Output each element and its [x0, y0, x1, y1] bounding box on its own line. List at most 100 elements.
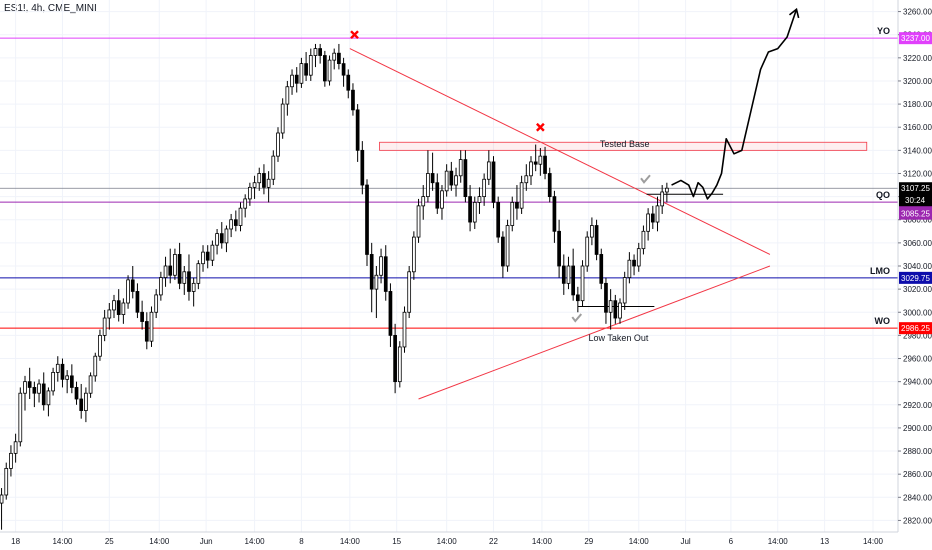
- candle: [313, 43, 318, 68]
- candle: [327, 55, 332, 86]
- candle: [280, 98, 285, 139]
- candle: [346, 69, 351, 99]
- candle: [65, 370, 70, 394]
- price-tag-lmo: 3029.75: [899, 271, 932, 284]
- candle-body: [23, 381, 27, 394]
- candle: [449, 161, 454, 191]
- candle-body: [575, 294, 580, 302]
- candle: [458, 150, 463, 183]
- candle: [196, 260, 201, 290]
- candle: [397, 341, 402, 388]
- candle-body: [51, 371, 55, 392]
- candle-body: [196, 263, 201, 284]
- candle: [276, 127, 280, 162]
- candle-body: [55, 363, 60, 373]
- candle: [524, 164, 529, 191]
- candle: [32, 381, 37, 408]
- candle-body: [32, 387, 37, 394]
- candle-body: [327, 59, 332, 82]
- candle-body: [613, 300, 618, 319]
- candle-body: [346, 74, 351, 91]
- candle-body: [257, 173, 262, 184]
- candle-body: [571, 265, 576, 296]
- candle-body: [238, 207, 243, 226]
- top-x-mark-2: [536, 122, 545, 132]
- candle-body: [322, 55, 327, 82]
- candle-body: [318, 48, 323, 56]
- candle: [248, 182, 252, 206]
- candle: [135, 283, 140, 319]
- candle-body: [215, 233, 219, 246]
- candle-body: [594, 225, 599, 255]
- time-tick-label: 13: [820, 537, 829, 546]
- candle-body: [229, 219, 233, 230]
- candle: [41, 372, 46, 411]
- candle: [102, 309, 107, 342]
- candle-body: [435, 182, 440, 209]
- price-tag-bg: [899, 32, 932, 45]
- price-tag-yo: 3237.00: [899, 32, 932, 45]
- price-tick-label: 2960.00: [903, 355, 932, 364]
- candle: [369, 242, 374, 313]
- candle: [121, 298, 126, 324]
- candle-body: [477, 196, 482, 203]
- candle-body: [285, 86, 290, 105]
- price-tick-label: 3040.00: [903, 262, 932, 271]
- price-tick-label: 2820.00: [903, 516, 932, 525]
- candle-body: [430, 173, 435, 184]
- candle-body: [276, 132, 280, 157]
- candle-body: [154, 294, 159, 313]
- candle-body: [112, 300, 116, 311]
- check-mark-low: [571, 313, 583, 323]
- level-name-qo: QO: [876, 190, 890, 200]
- candle-body: [205, 251, 210, 261]
- level-name-yo: YO: [877, 26, 890, 36]
- x-mark-stroke-b: [536, 122, 545, 132]
- candle: [510, 196, 515, 232]
- candle: [187, 254, 191, 301]
- candle-body: [515, 201, 519, 209]
- candle-body: [280, 103, 285, 134]
- candle: [351, 83, 355, 116]
- candle: [27, 367, 32, 399]
- tested-base-zone: [379, 141, 868, 151]
- candle: [571, 248, 576, 301]
- candle-body: [665, 187, 669, 193]
- candle-body: [337, 52, 341, 65]
- candle-body: [0, 494, 4, 504]
- candle-body: [608, 300, 613, 313]
- candle: [496, 196, 501, 243]
- price-tag-bg: [899, 207, 932, 220]
- candle: [93, 352, 98, 382]
- candle: [575, 286, 580, 313]
- price-tick-label: 2900.00: [903, 424, 932, 433]
- candle: [238, 202, 243, 232]
- candle-body: [374, 274, 379, 290]
- candle: [360, 141, 365, 195]
- candle: [388, 283, 393, 347]
- check-mark-high: [640, 174, 651, 184]
- candle: [219, 222, 224, 249]
- candle-body: [365, 184, 369, 255]
- candle-body: [655, 205, 660, 223]
- time-tick-label: 6: [729, 537, 734, 546]
- candles: [0, 43, 669, 530]
- candle: [168, 248, 173, 284]
- candle-body: [252, 182, 257, 188]
- candle-body: [472, 201, 477, 223]
- candle: [60, 358, 65, 388]
- candle-body: [351, 89, 355, 111]
- candle-body: [412, 236, 416, 273]
- candle-body: [440, 190, 444, 209]
- ascending-support: [418, 265, 771, 400]
- candle: [665, 182, 669, 203]
- candle-body: [524, 175, 529, 184]
- candle: [491, 156, 496, 209]
- candle-body: [590, 225, 594, 238]
- candle: [126, 275, 130, 309]
- candle: [547, 167, 552, 203]
- candle: [163, 256, 168, 287]
- candle: [660, 185, 665, 214]
- candle: [233, 210, 238, 232]
